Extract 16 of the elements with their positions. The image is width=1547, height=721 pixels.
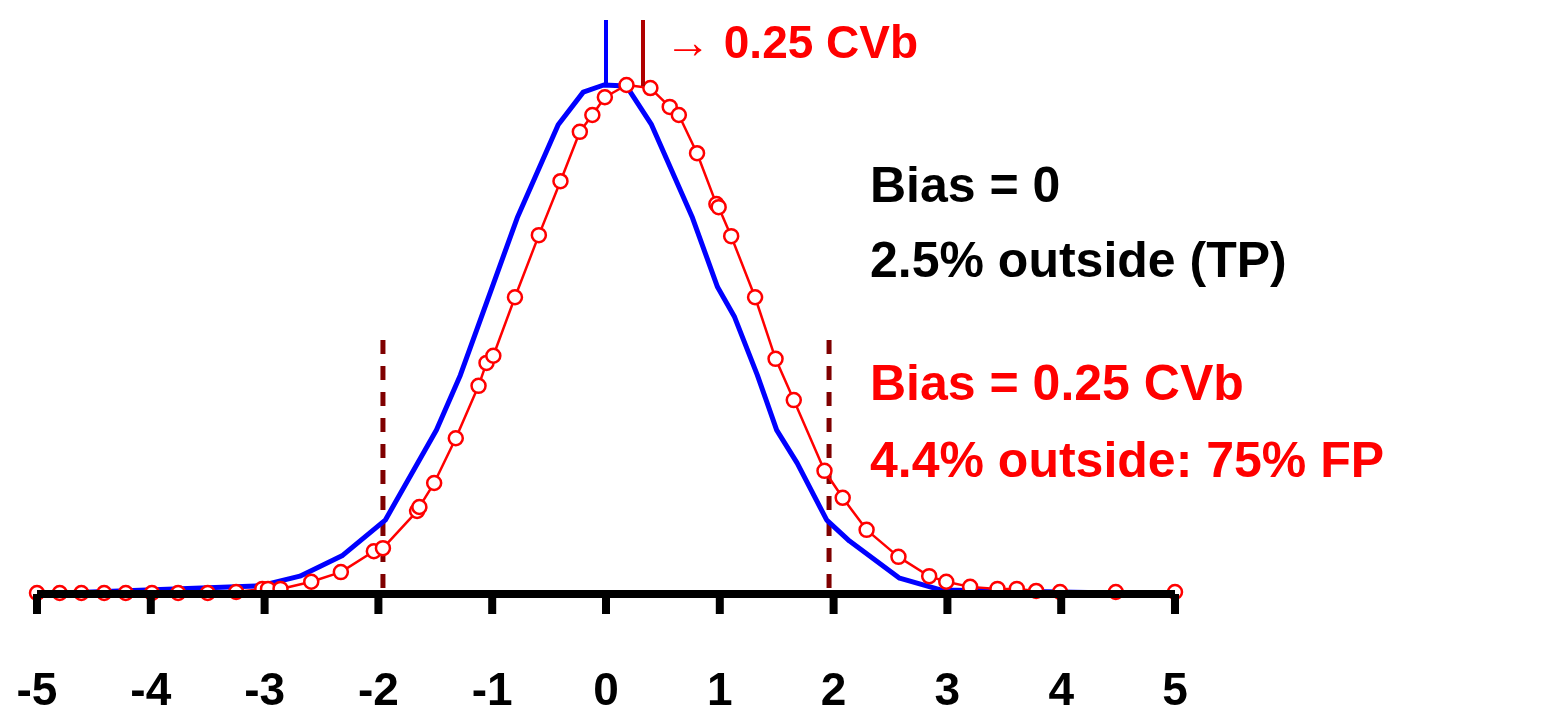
x-tick-label: 5 bbox=[1162, 663, 1188, 715]
x-tick-label: -2 bbox=[357, 663, 399, 715]
x-tick-label: 0 bbox=[593, 663, 619, 715]
x-tick-label: -3 bbox=[244, 663, 286, 715]
x-tick-label: 2 bbox=[820, 663, 847, 715]
annotation: 2.5% outside (TP) bbox=[870, 232, 1287, 288]
x-tick-label: -1 bbox=[471, 663, 513, 715]
annotation: Bias = 0.25 CVb bbox=[870, 355, 1244, 411]
annotation: Bias = 0 bbox=[870, 157, 1061, 213]
x-tick-label: 4 bbox=[1048, 663, 1075, 715]
text: → 0.25 CVb bbox=[665, 16, 919, 68]
annotation: 4.4% outside: 75% FP bbox=[870, 432, 1385, 488]
x-tick-label: -5 bbox=[16, 663, 58, 715]
x-tick-label: 1 bbox=[707, 663, 733, 715]
x-tick-label: -4 bbox=[130, 663, 172, 715]
x-tick-label: 3 bbox=[934, 663, 961, 715]
